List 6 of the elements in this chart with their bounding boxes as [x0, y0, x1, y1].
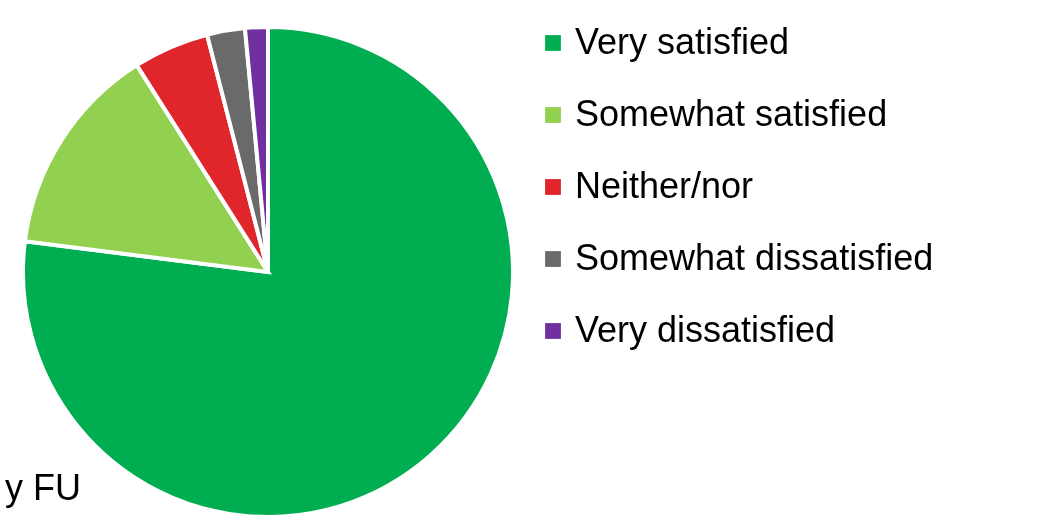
legend-label: Somewhat dissatisfied — [575, 237, 934, 278]
text: y FU — [5, 467, 81, 508]
legend-label: Somewhat satisfied — [575, 93, 888, 134]
legend-label: Very satisfied — [575, 21, 790, 62]
legend-label: Very dissatisfied — [575, 309, 836, 350]
legend-label: Neither/nor — [575, 165, 754, 206]
